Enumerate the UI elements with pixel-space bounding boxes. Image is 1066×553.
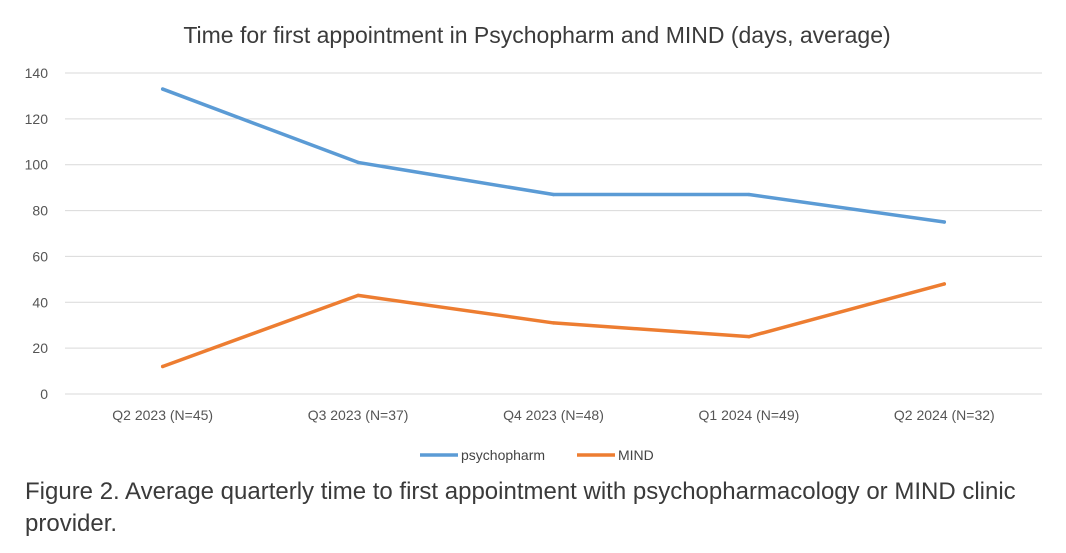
x-tick-label: Q1 2024 (N=49) — [699, 407, 800, 423]
y-axis-ticks: 0 20 40 60 80 100 120 140 — [25, 65, 49, 402]
series-psychopharm — [160, 87, 947, 224]
data-point — [551, 192, 556, 197]
legend-label: psychopharm — [461, 447, 545, 463]
data-point — [161, 87, 165, 91]
legend-item: MIND — [577, 447, 654, 463]
x-tick-label: Q2 2024 (N=32) — [894, 407, 995, 423]
y-tick-label: 80 — [32, 203, 48, 219]
data-point — [161, 364, 165, 369]
gridlines — [65, 72, 1042, 395]
data-point — [551, 321, 556, 325]
legend-label: MIND — [618, 447, 654, 463]
legend: psychopharm MIND — [420, 447, 654, 463]
data-point — [747, 192, 751, 197]
chart-title: Time for first appointment in Psychophar… — [183, 22, 890, 48]
data-point — [942, 282, 946, 286]
y-tick-label: 140 — [25, 65, 49, 81]
y-tick-label: 120 — [25, 111, 49, 127]
data-point — [356, 160, 360, 165]
legend-item: psychopharm — [420, 447, 545, 463]
figure-caption: Figure 2. Average quarterly time to firs… — [25, 478, 1016, 537]
line-chart: Time for first appointment in Psychophar… — [25, 22, 1042, 463]
series-line-psychopharm — [160, 87, 947, 224]
data-point — [747, 334, 751, 339]
series-mind — [160, 282, 947, 369]
y-tick-label: 60 — [32, 248, 48, 264]
x-tick-label: Q2 2023 (N=45) — [112, 407, 213, 423]
data-point — [356, 293, 360, 298]
y-tick-label: 20 — [32, 340, 48, 356]
x-tick-label: Q4 2023 (N=48) — [503, 407, 604, 423]
y-tick-label: 0 — [40, 386, 48, 402]
y-tick-label: 40 — [32, 294, 48, 310]
x-axis-ticks: Q2 2023 (N=45) Q3 2023 (N=37) Q4 2023 (N=4… — [112, 407, 994, 423]
data-point — [942, 220, 946, 224]
x-tick-label: Q3 2023 (N=37) — [308, 407, 409, 423]
series-line-mind — [160, 282, 947, 369]
series-lines — [160, 87, 947, 369]
y-tick-label: 100 — [25, 157, 49, 173]
